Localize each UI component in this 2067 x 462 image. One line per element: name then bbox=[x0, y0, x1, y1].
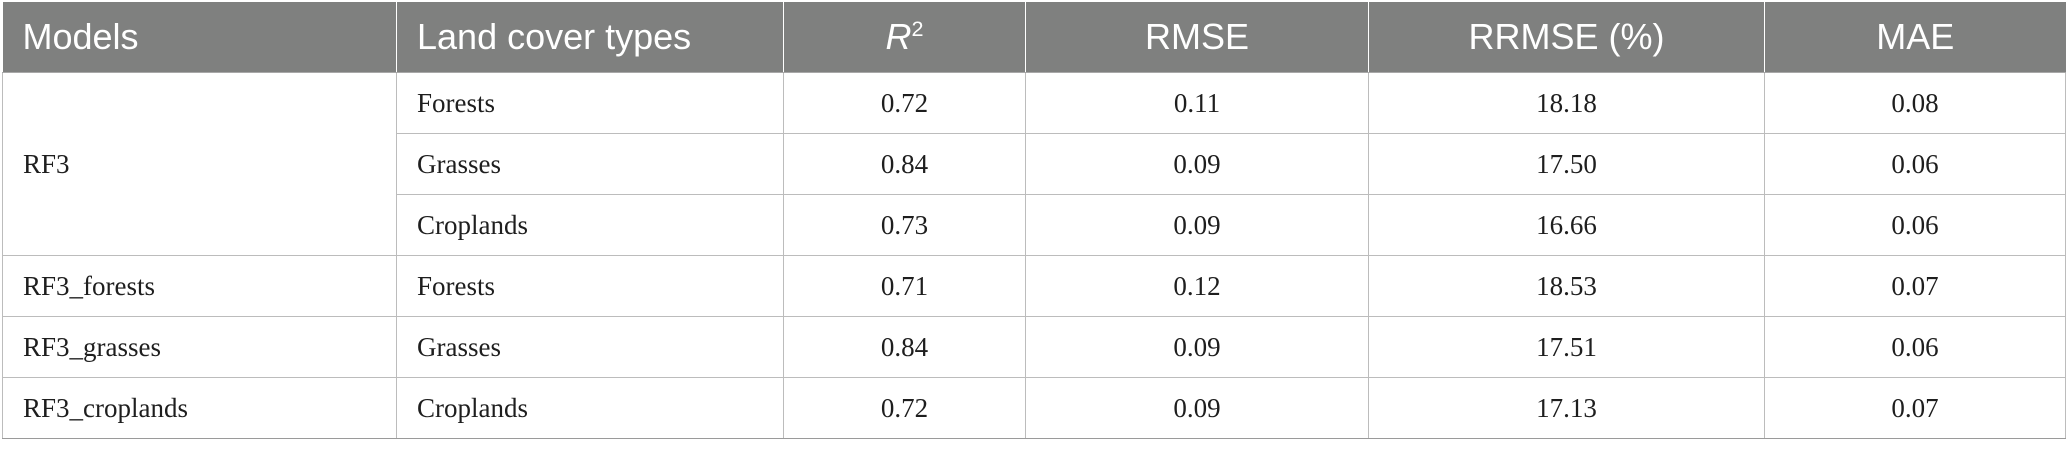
model-cell-rf3-group: RF3 bbox=[2, 72, 397, 256]
rrmse-cell: 17.51 bbox=[1368, 316, 1765, 378]
rmse-cell: 0.09 bbox=[1025, 377, 1369, 439]
header-mae: MAE bbox=[1764, 2, 2066, 73]
r2-cell: 0.72 bbox=[783, 72, 1026, 134]
land-cover-cell: Croplands bbox=[396, 377, 784, 439]
rmse-cell: 0.12 bbox=[1025, 255, 1369, 317]
header-models: Models bbox=[2, 2, 397, 73]
r2-cell: 0.71 bbox=[783, 255, 1026, 317]
model-cell: RF3_croplands bbox=[2, 377, 397, 439]
rmse-cell: 0.11 bbox=[1025, 72, 1369, 134]
table-row: RF3_grasses Grasses 0.84 0.09 17.51 0.06 bbox=[2, 316, 2066, 378]
mae-cell: 0.06 bbox=[1764, 194, 2066, 256]
rmse-cell: 0.09 bbox=[1025, 133, 1369, 195]
mae-cell: 0.06 bbox=[1764, 133, 2066, 195]
land-cover-cell: Grasses bbox=[396, 316, 784, 378]
rrmse-cell: 16.66 bbox=[1368, 194, 1765, 256]
r2-cell: 0.84 bbox=[783, 133, 1026, 195]
header-r2-superscript: 2 bbox=[911, 16, 924, 41]
header-r2: R2 bbox=[783, 2, 1026, 73]
header-row: Models Land cover types R2 RMSE RRMSE (%… bbox=[2, 2, 2066, 73]
land-cover-cell: Forests bbox=[396, 72, 784, 134]
header-rmse: RMSE bbox=[1025, 2, 1369, 73]
r2-cell: 0.84 bbox=[783, 316, 1026, 378]
table-row: Grasses 0.84 0.09 17.50 0.06 bbox=[3, 133, 2066, 195]
rmse-cell: 0.09 bbox=[1025, 316, 1369, 378]
rmse-cell: 0.09 bbox=[1025, 194, 1369, 256]
table-row: RF3_croplands Croplands 0.72 0.09 17.13 … bbox=[2, 377, 2066, 439]
model-cell: RF3_grasses bbox=[2, 316, 397, 378]
results-table: Models Land cover types R2 RMSE RRMSE (%… bbox=[2, 2, 2066, 439]
table-row: RF3 Forests 0.72 0.11 18.18 0.08 bbox=[2, 72, 2066, 256]
r2-cell: 0.72 bbox=[783, 377, 1026, 439]
land-cover-cell: Forests bbox=[396, 255, 784, 317]
rrmse-cell: 18.18 bbox=[1368, 72, 1765, 134]
rrmse-cell: 17.13 bbox=[1368, 377, 1765, 439]
mae-cell: 0.08 bbox=[1764, 72, 2066, 134]
table-row: Croplands 0.73 0.09 16.66 0.06 bbox=[3, 194, 2066, 256]
mae-cell: 0.07 bbox=[1764, 377, 2066, 439]
mae-cell: 0.07 bbox=[1764, 255, 2066, 317]
header-rrmse: RRMSE (%) bbox=[1368, 2, 1765, 73]
land-cover-cell: Croplands bbox=[396, 194, 784, 256]
mae-cell: 0.06 bbox=[1764, 316, 2066, 378]
header-r2-base: R bbox=[885, 16, 912, 57]
rrmse-cell: 18.53 bbox=[1368, 255, 1765, 317]
table-row: RF3_forests Forests 0.71 0.12 18.53 0.07 bbox=[2, 255, 2066, 317]
land-cover-cell: Grasses bbox=[396, 133, 784, 195]
rrmse-cell: 17.50 bbox=[1368, 133, 1765, 195]
model-cell: RF3_forests bbox=[2, 255, 397, 317]
header-land-cover-types: Land cover types bbox=[396, 2, 784, 73]
r2-cell: 0.73 bbox=[783, 194, 1026, 256]
